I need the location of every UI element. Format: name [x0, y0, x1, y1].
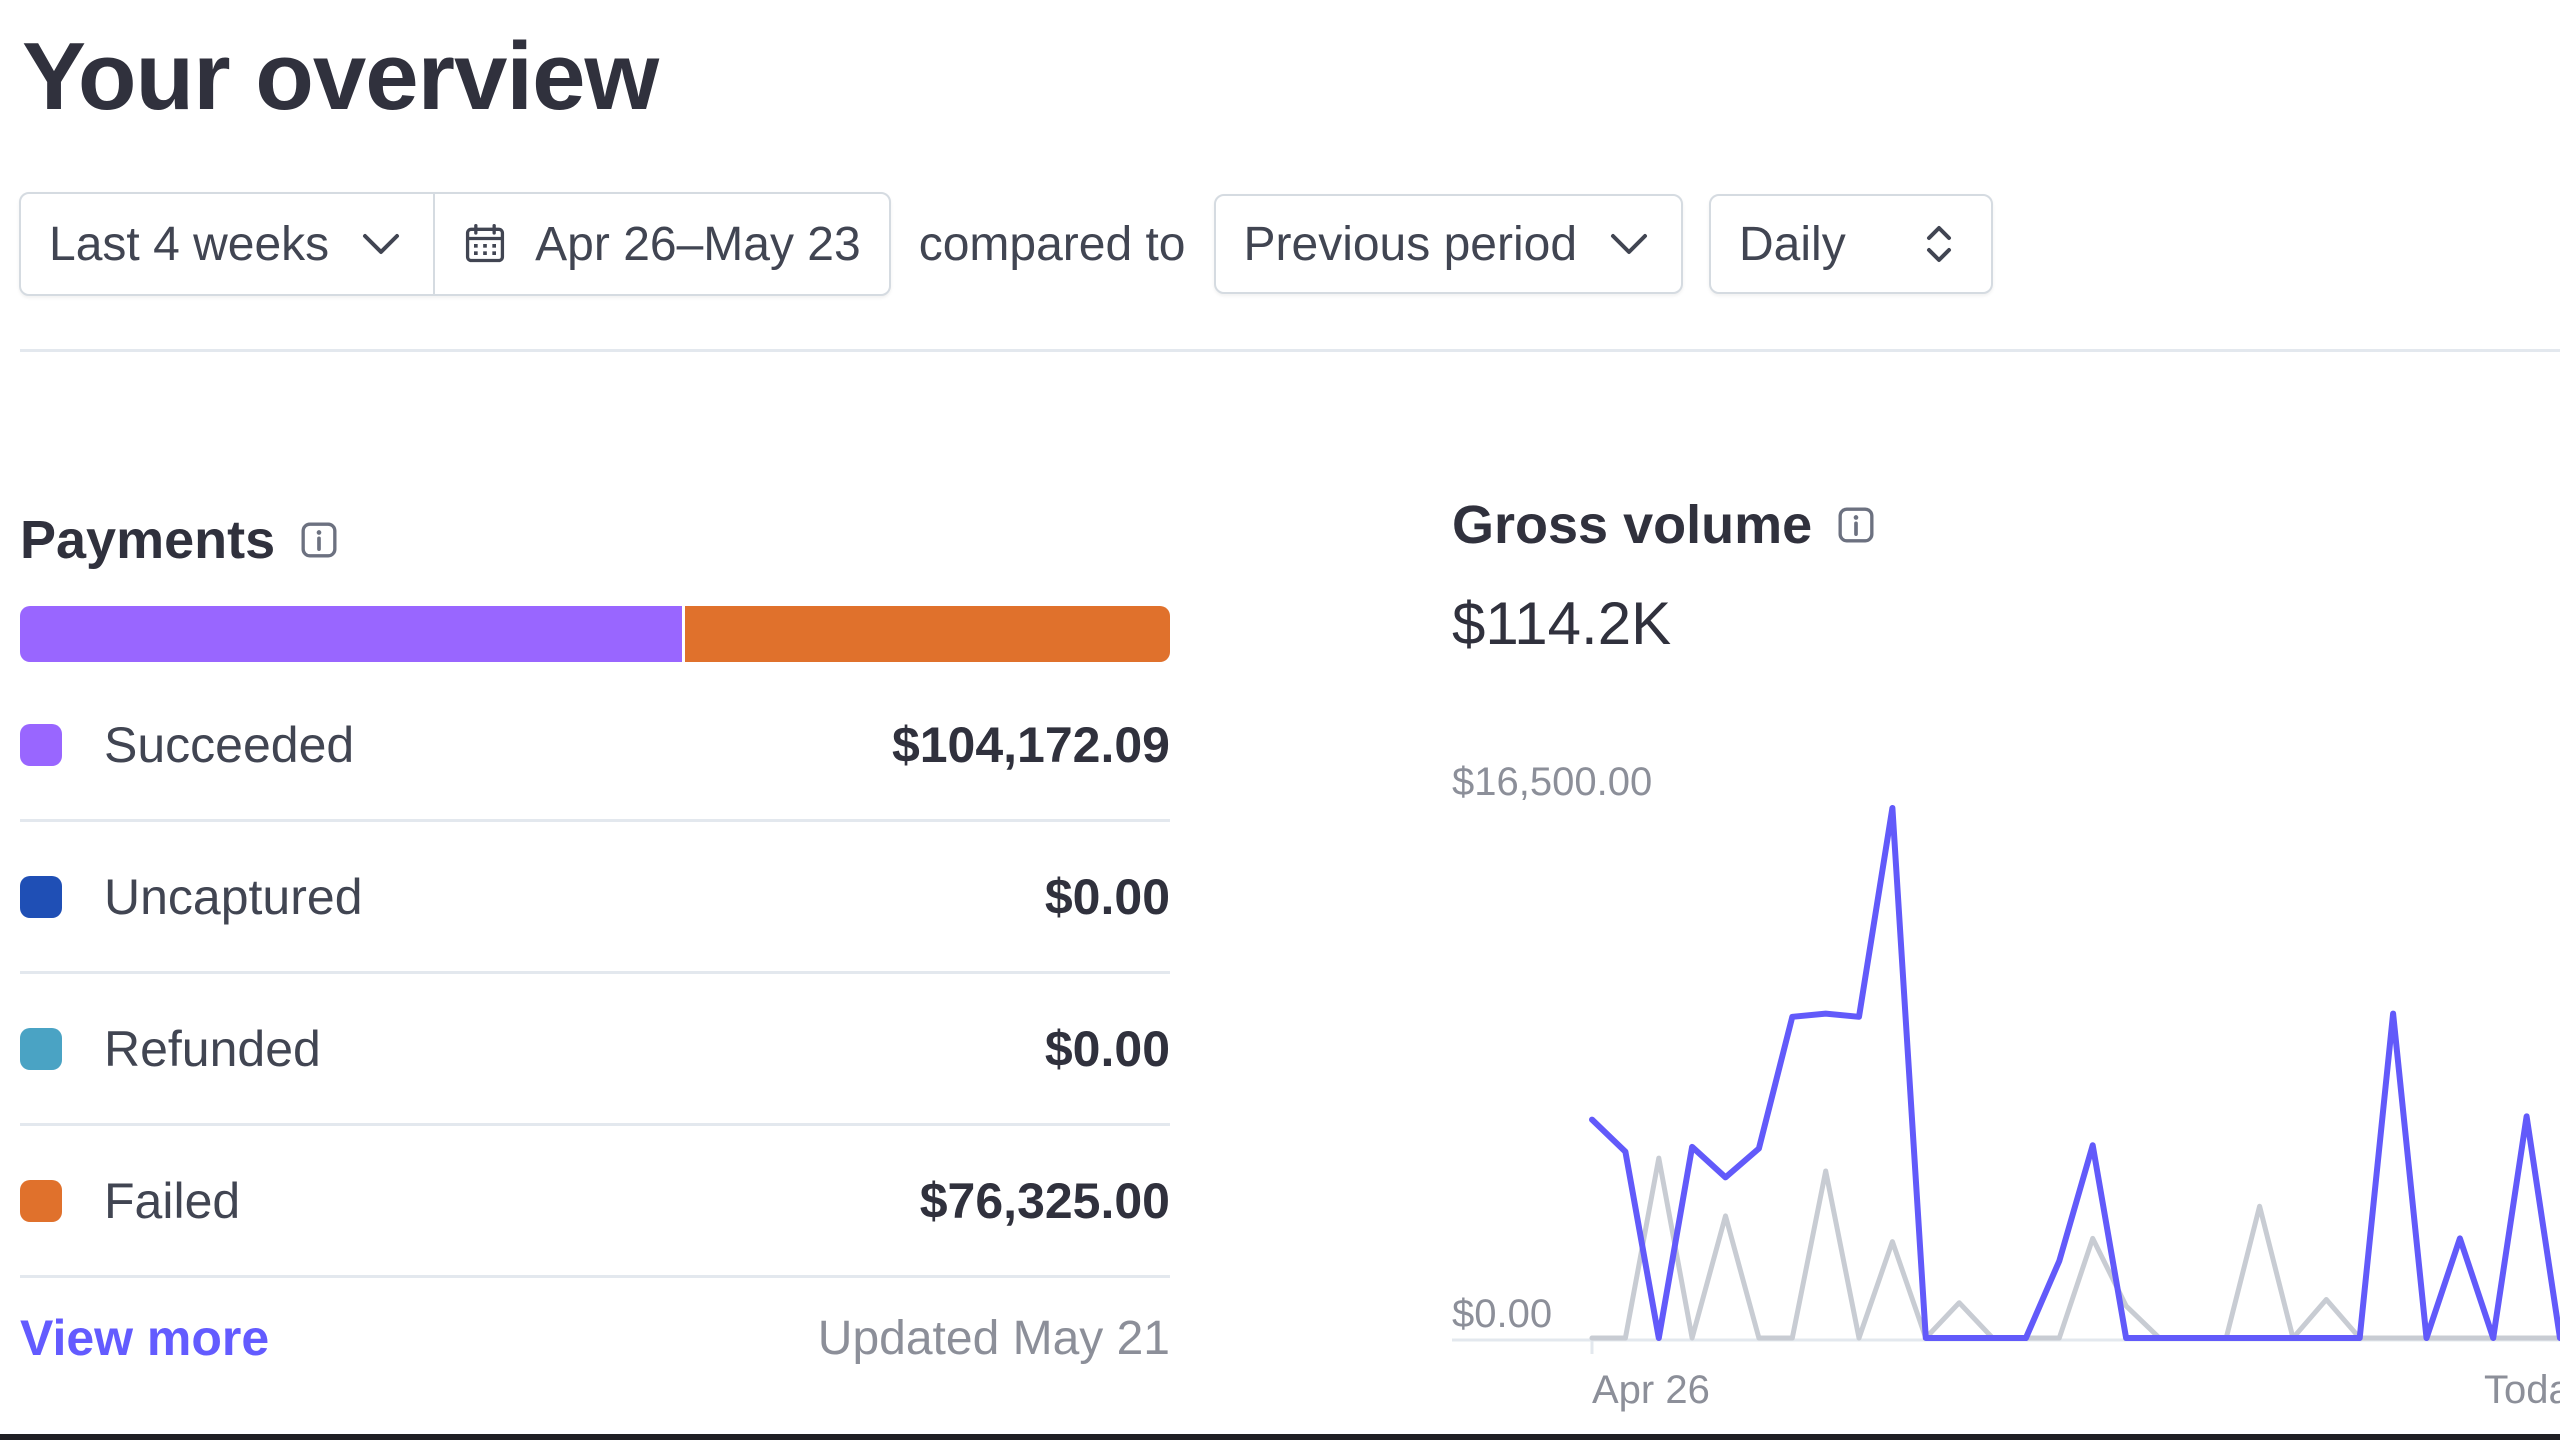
updated-timestamp: Updated May 21 — [817, 1311, 1170, 1365]
payments-legend: Succeeded $104,172.09 Uncaptured $0.00 Refun… — [20, 670, 1170, 1278]
calendar-icon — [466, 224, 505, 263]
header-divider — [20, 349, 2560, 352]
series-line-current — [1589, 805, 2560, 1341]
legend-label: Refunded — [104, 1020, 321, 1077]
legend-swatch — [20, 875, 62, 918]
gross-volume-total: $114.2K — [1452, 590, 1672, 657]
legend-value: $0.00 — [1044, 1020, 1170, 1077]
date-range-dropdown[interactable]: Last 4 weeks — [21, 194, 433, 294]
stacked-bar-segment-succeeded — [20, 606, 682, 662]
chart-series-layer — [1589, 805, 2560, 1341]
legend-row-failed[interactable]: Failed $76,325.00 — [20, 1126, 1170, 1278]
date-picker-label: Apr 26–May 23 — [535, 217, 861, 271]
up-down-chevron-icon — [1927, 226, 1952, 262]
compare-period-label: Previous period — [1243, 217, 1578, 271]
legend-value: $104,172.09 — [891, 716, 1170, 773]
date-range-label: Last 4 weeks — [49, 217, 330, 271]
page-title: Your overview — [22, 23, 659, 130]
gross-volume-card: Gross volume $114.2K — [1452, 485, 2560, 669]
info-icon[interactable] — [1836, 505, 1876, 545]
payments-card: Payments Succeeded $104,172.09 Uncaptured $… — [20, 500, 1170, 1398]
view-more-link[interactable]: View more — [20, 1310, 270, 1366]
payments-footer: View more Updated May 21 — [20, 1278, 1170, 1398]
filter-bar: Last 4 weeks Apr 26–May 23 compared to P — [19, 192, 1994, 296]
stacked-bar-segment-failed — [681, 606, 1170, 662]
gross-volume-title-row: Gross volume — [1452, 485, 2560, 565]
info-icon[interactable] — [299, 520, 339, 560]
x-tick-label-start: Apr 26 — [1592, 1368, 1710, 1412]
payments-title: Payments — [20, 510, 276, 570]
gross-volume-title: Gross volume — [1452, 495, 1813, 555]
date-range-group: Last 4 weeks Apr 26–May 23 — [19, 192, 891, 296]
chevron-down-icon — [1611, 234, 1648, 254]
y-tick-label-bottom: $0.00 — [1452, 1292, 1552, 1336]
date-picker-button[interactable]: Apr 26–May 23 — [433, 194, 889, 294]
x-tick-label-end: Toda — [2484, 1368, 2560, 1412]
series-line-comparison — [1589, 1155, 2560, 1341]
legend-row-uncaptured[interactable]: Uncaptured $0.00 — [20, 822, 1170, 974]
legend-value: $76,325.00 — [919, 1172, 1170, 1229]
interval-label: Daily — [1739, 217, 1846, 271]
payments-stacked-bar — [20, 606, 1170, 662]
payments-title-row: Payments — [20, 500, 1170, 580]
legend-value: $0.00 — [1044, 868, 1170, 925]
interval-select[interactable]: Daily — [1709, 194, 1994, 294]
compare-period-dropdown[interactable]: Previous period — [1213, 194, 1684, 294]
legend-row-refunded[interactable]: Refunded $0.00 — [20, 974, 1170, 1126]
legend-row-succeeded[interactable]: Succeeded $104,172.09 — [20, 670, 1170, 822]
legend-swatch — [20, 1027, 62, 1070]
legend-label: Succeeded — [104, 716, 355, 773]
legend-label: Uncaptured — [104, 868, 363, 925]
compared-to-text: compared to — [918, 217, 1186, 271]
legend-swatch — [20, 1179, 62, 1222]
y-tick-label-top: $16,500.00 — [1452, 760, 1652, 804]
legend-swatch — [20, 723, 62, 766]
legend-label: Failed — [104, 1172, 241, 1229]
chevron-down-icon — [363, 234, 400, 254]
bottom-edge — [0, 1434, 2560, 1440]
